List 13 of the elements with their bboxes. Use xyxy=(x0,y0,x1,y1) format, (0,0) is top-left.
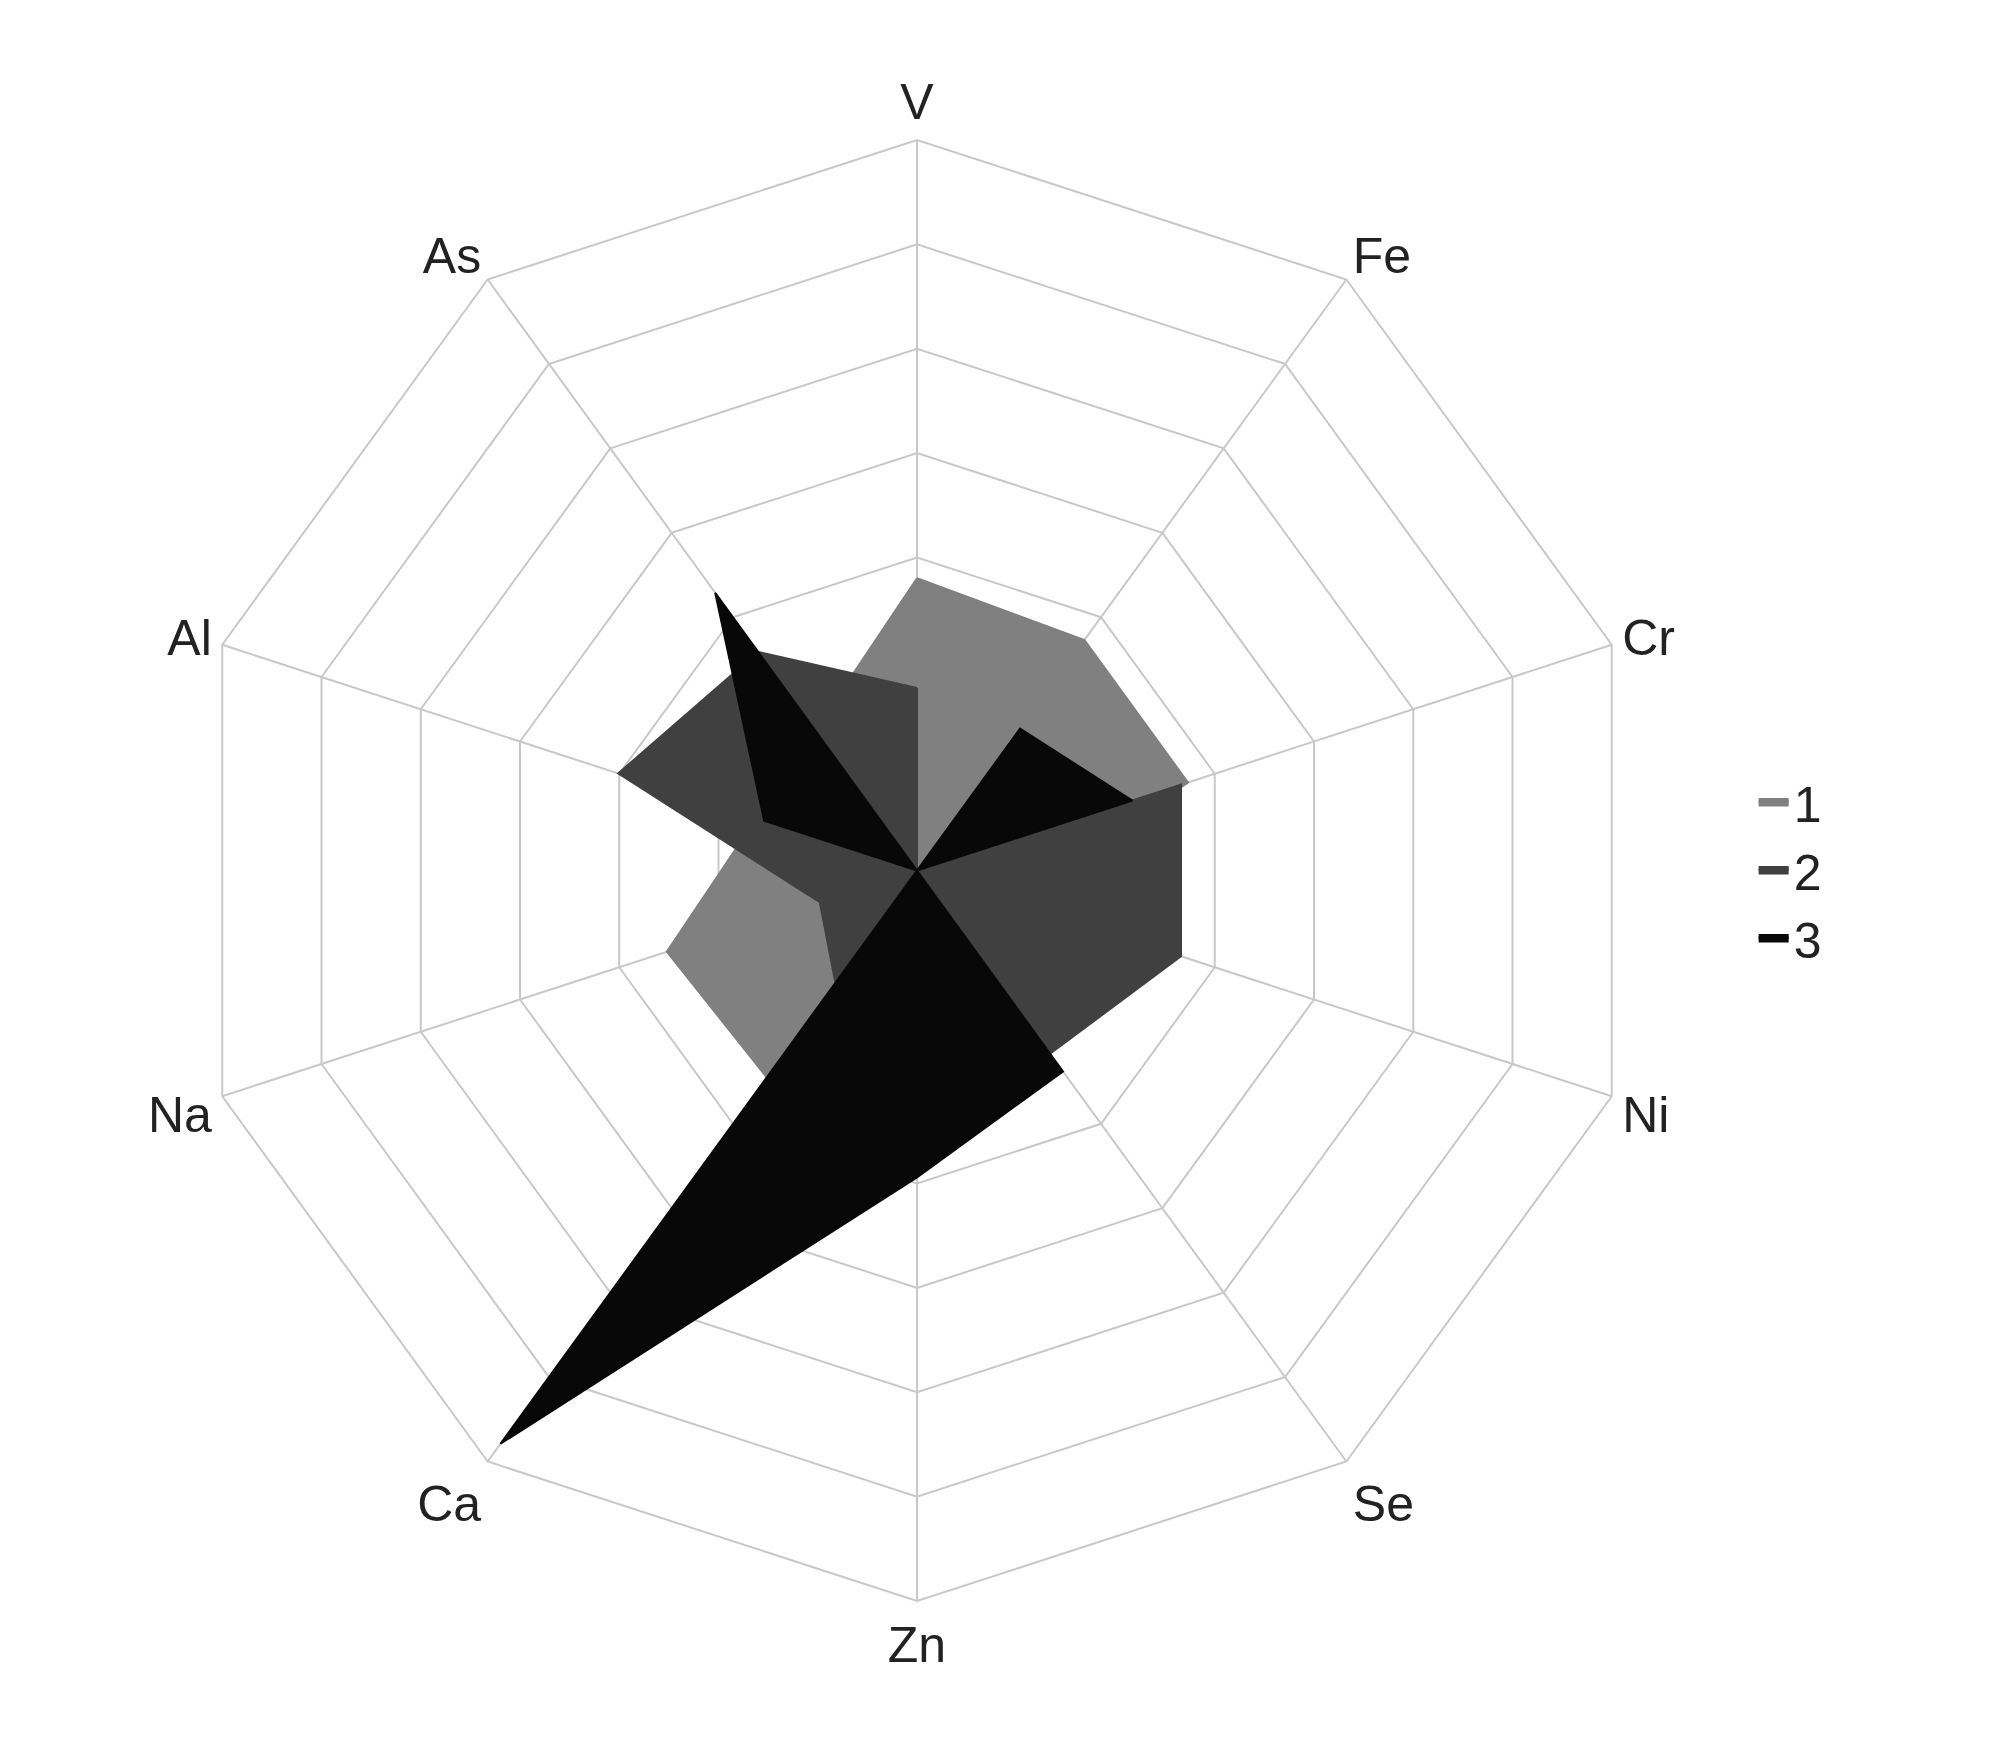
spoke-label: Se xyxy=(1352,1476,1415,1533)
spoke-label: As xyxy=(422,227,482,284)
legend-label: 2 xyxy=(1793,845,1822,901)
spoke-label: Cr xyxy=(1622,609,1675,666)
legend-label: 3 xyxy=(1793,913,1822,969)
spoke-label: Ni xyxy=(1622,1086,1670,1143)
spoke-label: V xyxy=(900,74,935,130)
spoke-label: Ca xyxy=(417,1476,482,1533)
spoke-label: Al xyxy=(167,609,212,666)
spoke-label: Zn xyxy=(887,1617,947,1673)
legend-label: 1 xyxy=(1793,777,1822,833)
spoke-label: Fe xyxy=(1352,227,1412,284)
spoke-label: Na xyxy=(147,1086,212,1143)
